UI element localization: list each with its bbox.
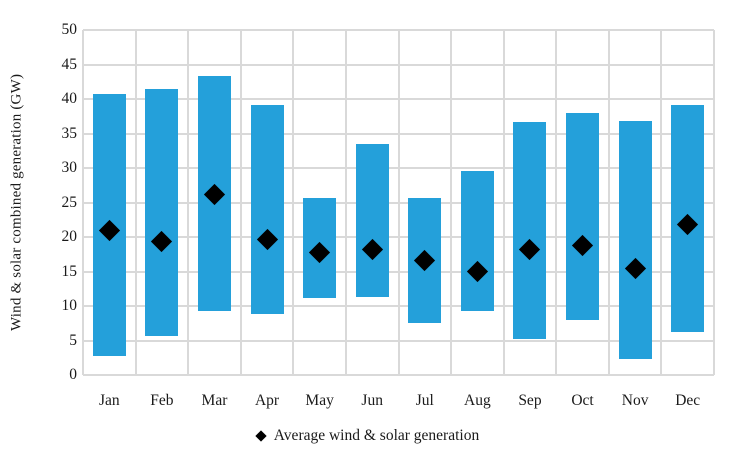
gridline-vertical bbox=[82, 30, 84, 375]
x-axis-label: Sep bbox=[518, 392, 542, 409]
x-axis-label: Dec bbox=[675, 392, 701, 409]
gridline-vertical bbox=[187, 30, 190, 375]
gridline-vertical bbox=[502, 30, 505, 375]
x-axis-label: Feb bbox=[150, 392, 174, 409]
gridline-vertical bbox=[239, 30, 242, 375]
gridline-vertical bbox=[555, 30, 558, 375]
range-bar bbox=[250, 105, 284, 315]
gridline-vertical bbox=[660, 30, 663, 375]
x-axis-label: Jan bbox=[98, 392, 120, 409]
x-axis-label: Jun bbox=[361, 392, 383, 409]
gridline-vertical bbox=[607, 30, 610, 375]
y-axis-tick-label: 20 bbox=[61, 228, 78, 245]
gridline-vertical bbox=[344, 30, 347, 375]
diamond-marker-icon bbox=[255, 430, 267, 442]
gridline-vertical bbox=[134, 30, 137, 375]
y-axis-tick-label: 40 bbox=[61, 90, 78, 107]
gridline-vertical bbox=[713, 30, 715, 375]
y-axis-title: Wind & solar combined generation (GW) bbox=[8, 73, 25, 332]
x-axis-label: Mar bbox=[201, 392, 228, 409]
range-bar bbox=[460, 170, 494, 311]
x-axis-label: Aug bbox=[464, 392, 491, 409]
y-axis-tick-label: 25 bbox=[61, 193, 78, 211]
gridline-horizontal bbox=[83, 374, 714, 376]
gridline-vertical bbox=[397, 30, 400, 375]
range-bar bbox=[145, 89, 179, 336]
y-axis-tick-label: 45 bbox=[61, 55, 78, 73]
y-axis-tick-label: 50 bbox=[61, 21, 78, 38]
range-bar bbox=[355, 143, 389, 298]
x-axis-label: Nov bbox=[621, 392, 649, 409]
y-axis-tick-label: 30 bbox=[61, 159, 78, 176]
range-bar bbox=[513, 122, 547, 340]
gridline-vertical bbox=[292, 30, 295, 375]
x-axis-label: Apr bbox=[254, 392, 280, 409]
range-bar bbox=[566, 112, 600, 321]
y-axis-tick-label: 35 bbox=[61, 124, 78, 142]
x-axis-label: Oct bbox=[571, 392, 594, 409]
legend-label: Average wind & solar generation bbox=[273, 427, 480, 444]
gridline-vertical bbox=[450, 30, 453, 375]
legend: Average wind & solar generation bbox=[0, 427, 736, 445]
y-axis-tick-label: 5 bbox=[69, 331, 77, 349]
range-bar bbox=[618, 121, 652, 360]
x-axis-label: May bbox=[305, 392, 334, 409]
y-axis-tick-label: 15 bbox=[61, 262, 78, 280]
y-axis-tick-label: 0 bbox=[69, 366, 77, 383]
y-axis-tick-label: 10 bbox=[61, 297, 78, 314]
x-axis-label: Jul bbox=[415, 392, 434, 409]
